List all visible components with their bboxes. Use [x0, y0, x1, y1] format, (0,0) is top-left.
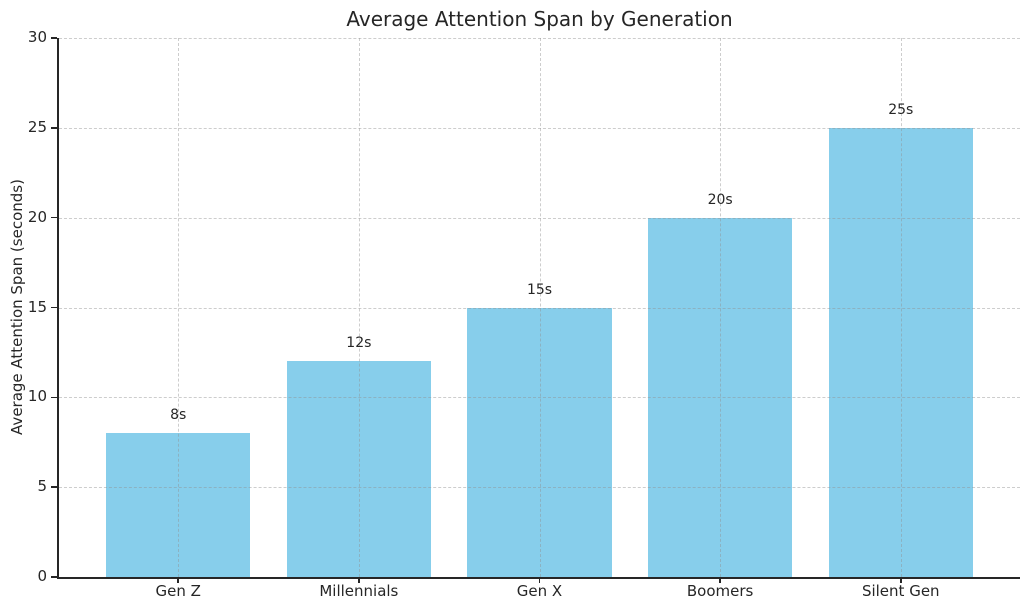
y-tick-label: 25	[27, 117, 47, 136]
gridline-horizontal	[59, 38, 1020, 39]
y-tick-mark	[51, 127, 57, 129]
y-tick-label: 10	[27, 387, 47, 406]
gridline-horizontal	[59, 127, 1020, 129]
bar	[828, 127, 974, 577]
y-tick-label: 0	[37, 567, 47, 585]
y-tick-mark	[51, 576, 57, 578]
bar-value-label: 8s	[170, 407, 187, 424]
x-tick-mark	[177, 577, 179, 583]
gridline-horizontal	[59, 217, 1020, 219]
x-tick-label: Millennials	[319, 582, 399, 600]
gridline-horizontal	[59, 397, 1020, 399]
x-tick-mark	[719, 577, 721, 583]
chart-title: Average Attention Span by Generation	[346, 7, 733, 31]
bar	[647, 217, 793, 577]
bar	[286, 361, 432, 577]
y-tick-mark	[51, 396, 57, 399]
y-tick-mark	[51, 306, 57, 309]
gridline-vertical	[900, 38, 902, 577]
gridline-vertical	[178, 38, 180, 577]
x-tick-mark	[899, 577, 902, 583]
gridline-horizontal	[59, 307, 1020, 309]
bar-value-label: 20s	[707, 191, 733, 208]
x-tick-label: Silent Gen	[861, 582, 940, 600]
bar	[105, 433, 251, 577]
x-tick-label: Gen X	[516, 582, 563, 600]
bar	[467, 307, 612, 577]
bar-value-label: 15s	[526, 281, 553, 298]
x-tick-label: Boomers	[686, 582, 754, 600]
y-tick-mark	[51, 216, 57, 219]
bar-value-label: 25s	[888, 101, 914, 118]
bar-value-label: 12s	[346, 335, 372, 352]
x-tick-mark	[538, 577, 541, 583]
y-tick-mark	[51, 37, 57, 39]
x-tick-label: Gen Z	[155, 582, 201, 600]
y-tick-mark	[51, 486, 57, 488]
y-tick-label: 20	[27, 207, 47, 226]
y-tick-label: 15	[27, 297, 47, 316]
x-tick-mark	[358, 577, 360, 583]
gridline-vertical	[539, 38, 541, 577]
gridline-vertical	[358, 38, 360, 577]
gridline-vertical	[720, 38, 722, 577]
gridline-horizontal	[59, 487, 1020, 489]
y-tick-label: 30	[27, 28, 47, 46]
y-tick-label: 5	[37, 477, 47, 496]
